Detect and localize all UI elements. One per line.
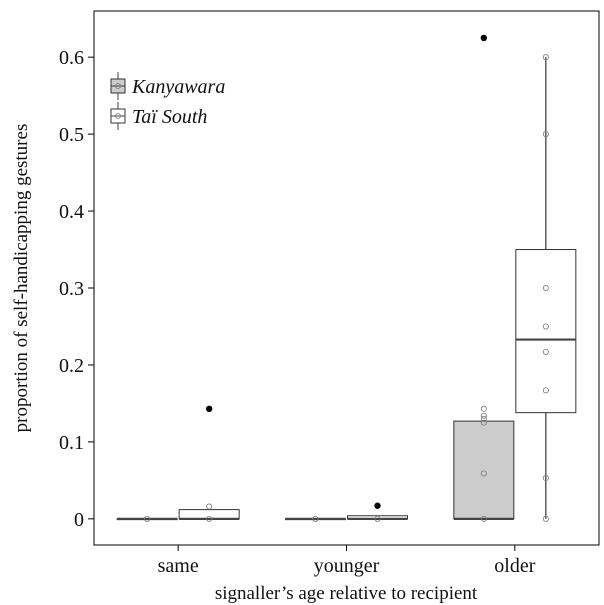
y-axis: 0 0.1 0.2 0.3 0.4 0.5 0.6 xyxy=(59,47,94,531)
legend-item: Taï South xyxy=(110,102,207,130)
data-point xyxy=(542,387,549,394)
box-iqr xyxy=(453,420,515,520)
x-tick-label: same xyxy=(158,555,199,577)
data-point xyxy=(542,475,549,482)
data-point xyxy=(542,285,549,292)
box-ta-south-younger xyxy=(347,502,408,522)
data-point xyxy=(480,415,487,422)
data-point xyxy=(542,131,549,138)
box-kanyawara-younger xyxy=(285,515,346,522)
outlier-point xyxy=(480,34,488,42)
y-tick-label: 0.3 xyxy=(59,278,84,300)
box-iqr xyxy=(178,509,240,520)
data-point xyxy=(542,323,549,330)
box-ta-south-same xyxy=(178,405,240,522)
data-point xyxy=(206,515,213,522)
outlier-point xyxy=(374,502,381,509)
data-point xyxy=(374,515,381,522)
box-series xyxy=(116,34,577,522)
legend: Kanyawara Taï South xyxy=(110,72,225,130)
x-tick-label: younger xyxy=(314,555,380,577)
y-tick-label: 0.2 xyxy=(59,355,84,377)
plot-panel xyxy=(93,10,600,546)
legend-point xyxy=(115,113,121,119)
box-iqr xyxy=(515,249,577,414)
legend-label: Kanyawara xyxy=(131,76,225,98)
outlier-point xyxy=(205,405,213,413)
y-tick-label: 0.6 xyxy=(59,47,84,69)
y-tick-label: 0.5 xyxy=(59,124,84,146)
data-point xyxy=(480,419,487,426)
data-point xyxy=(542,515,549,522)
data-point xyxy=(206,503,213,510)
data-point xyxy=(542,54,549,61)
data-point xyxy=(312,515,319,522)
y-tick-label: 0 xyxy=(74,509,84,531)
data-point xyxy=(542,348,549,355)
data-point xyxy=(480,412,487,419)
legend-point xyxy=(115,83,121,89)
y-axis-title: proportion of self-handicapping gestures xyxy=(11,124,32,433)
y-tick-label: 0.1 xyxy=(59,432,84,454)
data-point xyxy=(480,470,487,477)
data-point xyxy=(144,515,151,522)
legend-label: Taï South xyxy=(132,106,207,128)
box-ta-south-older xyxy=(515,54,577,522)
x-axis-title: signaller’s age relative to recipient xyxy=(215,583,478,604)
box-kanyawara-same xyxy=(116,515,178,522)
data-point xyxy=(480,515,487,522)
box-kanyawara-older xyxy=(453,34,515,522)
data-point xyxy=(480,405,487,412)
legend-item: Kanyawara xyxy=(110,72,225,100)
x-axis: same younger older xyxy=(158,545,536,577)
y-tick-label: 0.4 xyxy=(59,201,84,223)
x-tick-label: older xyxy=(494,555,535,577)
